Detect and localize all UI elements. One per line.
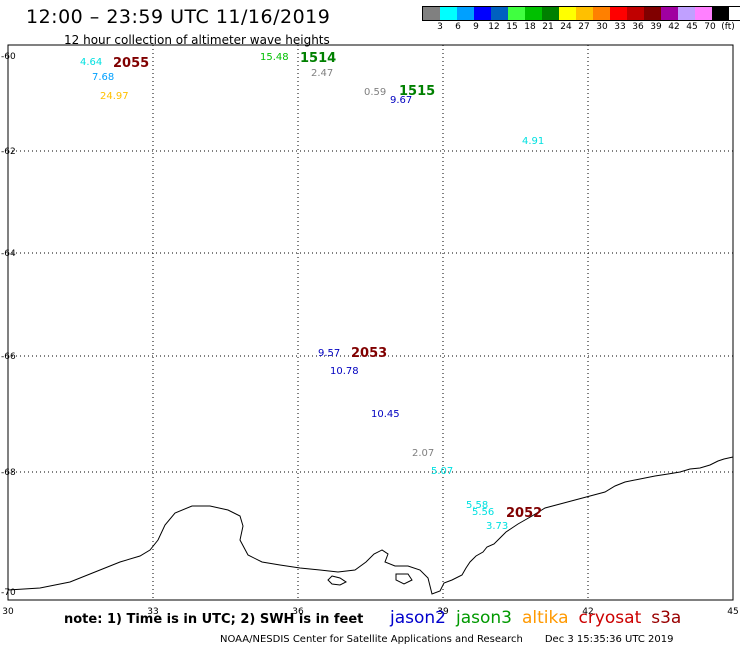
pass-time-label: 2053 [351, 346, 388, 361]
wave-height-label: 24.97 [100, 91, 129, 102]
legend-label: 24 [560, 22, 572, 32]
satellite-legend: jason2 jason3 altika cryosat s3a [390, 608, 691, 628]
coast-island [327, 575, 347, 586]
pass-time-label: 2055 [113, 56, 150, 71]
legend-label: 27 [578, 22, 590, 32]
legend-swatch [508, 7, 525, 20]
latitude-tick-label: -64 [1, 249, 16, 259]
legend-label: 15 [506, 22, 518, 32]
legend-label: 12 [488, 22, 500, 32]
wave-height-label: 2.47 [311, 68, 334, 79]
legend-label: (ft) [721, 22, 735, 32]
legend-label: 21 [542, 22, 554, 32]
wave-height-label: 10.45 [371, 409, 400, 420]
legend-label: 30 [596, 22, 608, 32]
legend-swatch [576, 7, 593, 20]
longitude-tick-label: 33 [147, 607, 158, 617]
wave-height-label: 15.48 [260, 52, 289, 63]
legend-swatch [542, 7, 559, 20]
legend-label: 70 [704, 22, 716, 32]
wave-height-label: 0.59 [364, 87, 387, 98]
generation-timestamp: Dec 3 15:35:36 UTC 2019 [544, 634, 674, 645]
longitude-tick-label: 36 [292, 607, 304, 617]
satellite-name: cryosat [578, 608, 642, 628]
legend-swatch [457, 7, 474, 20]
latitude-tick-label: -62 [1, 147, 16, 157]
wave-height-label: 5.58 [466, 500, 489, 511]
wave-height-label: 9.57 [318, 348, 341, 359]
map-title: 12:00 – 23:59 UTC 11/16/2019 [26, 6, 331, 28]
wave-height-label: 4.91 [522, 136, 545, 147]
legend-label: 39 [650, 22, 662, 32]
legend-label: 36 [632, 22, 644, 32]
legend-label: 18 [524, 22, 536, 32]
legend-label: 33 [614, 22, 626, 32]
credit-line: NOAA/NESDIS Center for Satellite Applica… [220, 634, 673, 645]
color-legend: 3 6 9 12 15 18 21 24 27 30 33 36 39 42 45 70 (ft) [422, 6, 740, 35]
satellite-name: jason3 [456, 608, 512, 628]
legend-swatch [491, 7, 508, 20]
legend-swatches [422, 6, 740, 21]
wave-height-label: 7.68 [92, 72, 115, 83]
legend-swatch [627, 7, 644, 20]
antarctic-coastline [7, 456, 734, 595]
legend-swatch [610, 7, 627, 20]
legend-swatch [559, 7, 576, 20]
legend-label: 6 [455, 22, 461, 32]
longitude-tick-label: 39 [437, 607, 449, 617]
legend-label: 42 [668, 22, 680, 32]
pass-time-label: 2052 [506, 506, 543, 521]
legend-labels: 3 6 9 12 15 18 21 24 27 30 33 36 39 42 45 70 (ft) [422, 21, 740, 35]
legend-swatch [423, 7, 440, 20]
legend-swatch [712, 7, 729, 20]
wave-height-label: 4.64 [80, 57, 103, 68]
map-frame [7, 44, 734, 601]
legend-label: 45 [686, 22, 698, 32]
legend-swatch [661, 7, 678, 20]
credit-text: NOAA/NESDIS Center for Satellite Applica… [220, 634, 523, 645]
footer-note: note: 1) Time is in UTC; 2) SWH is in fe… [64, 612, 364, 627]
latitude-tick-label: -68 [1, 468, 16, 478]
map-subtitle: 12 hour collection of altimeter wave hei… [64, 33, 330, 47]
legend-swatch [440, 7, 457, 20]
satellite-name: s3a [651, 608, 682, 628]
satellite-name: jason2 [390, 608, 446, 628]
legend-swatch [644, 7, 661, 20]
wave-height-label: 3.73 [486, 521, 509, 532]
coast-island [395, 573, 413, 585]
latitude-tick-label: -60 [1, 52, 16, 62]
wave-height-label: 5.56 [472, 507, 495, 518]
legend-label: 9 [473, 22, 479, 32]
legend-swatch [593, 7, 610, 20]
latitude-tick-label: -70 [1, 588, 16, 598]
legend-swatch [678, 7, 695, 20]
legend-label: 3 [437, 22, 443, 32]
satellite-name: altika [522, 608, 569, 628]
longitude-tick-label: 42 [582, 607, 593, 617]
pass-time-label: 1515 [399, 84, 436, 99]
longitude-tick-label: 45 [727, 607, 738, 617]
wave-height-label: 10.78 [330, 366, 359, 377]
latitude-tick-label: -66 [1, 352, 16, 362]
longitude-tick-label: 30 [2, 607, 14, 617]
legend-swatch [525, 7, 542, 20]
wave-height-label: 2.07 [412, 448, 435, 459]
pass-time-label: 1514 [300, 51, 337, 66]
legend-swatch [695, 7, 712, 20]
graticule [8, 45, 733, 600]
axis-ticks: 30 33 36 39 42 45 -60 -62 -64 -66 -68 -70 [1, 52, 739, 617]
wave-height-label: 9.67 [390, 95, 413, 106]
legend-swatch [474, 7, 491, 20]
wave-height-label: 5.07 [431, 466, 454, 477]
